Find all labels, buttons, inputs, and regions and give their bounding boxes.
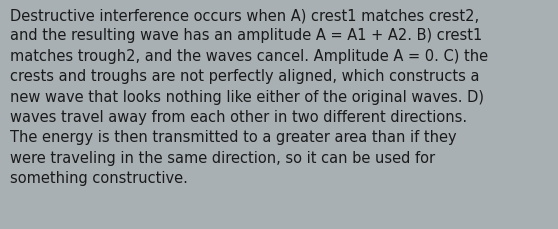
Text: Destructive interference occurs when A) crest1 matches crest2,
and the resulting: Destructive interference occurs when A) … [10,8,488,185]
